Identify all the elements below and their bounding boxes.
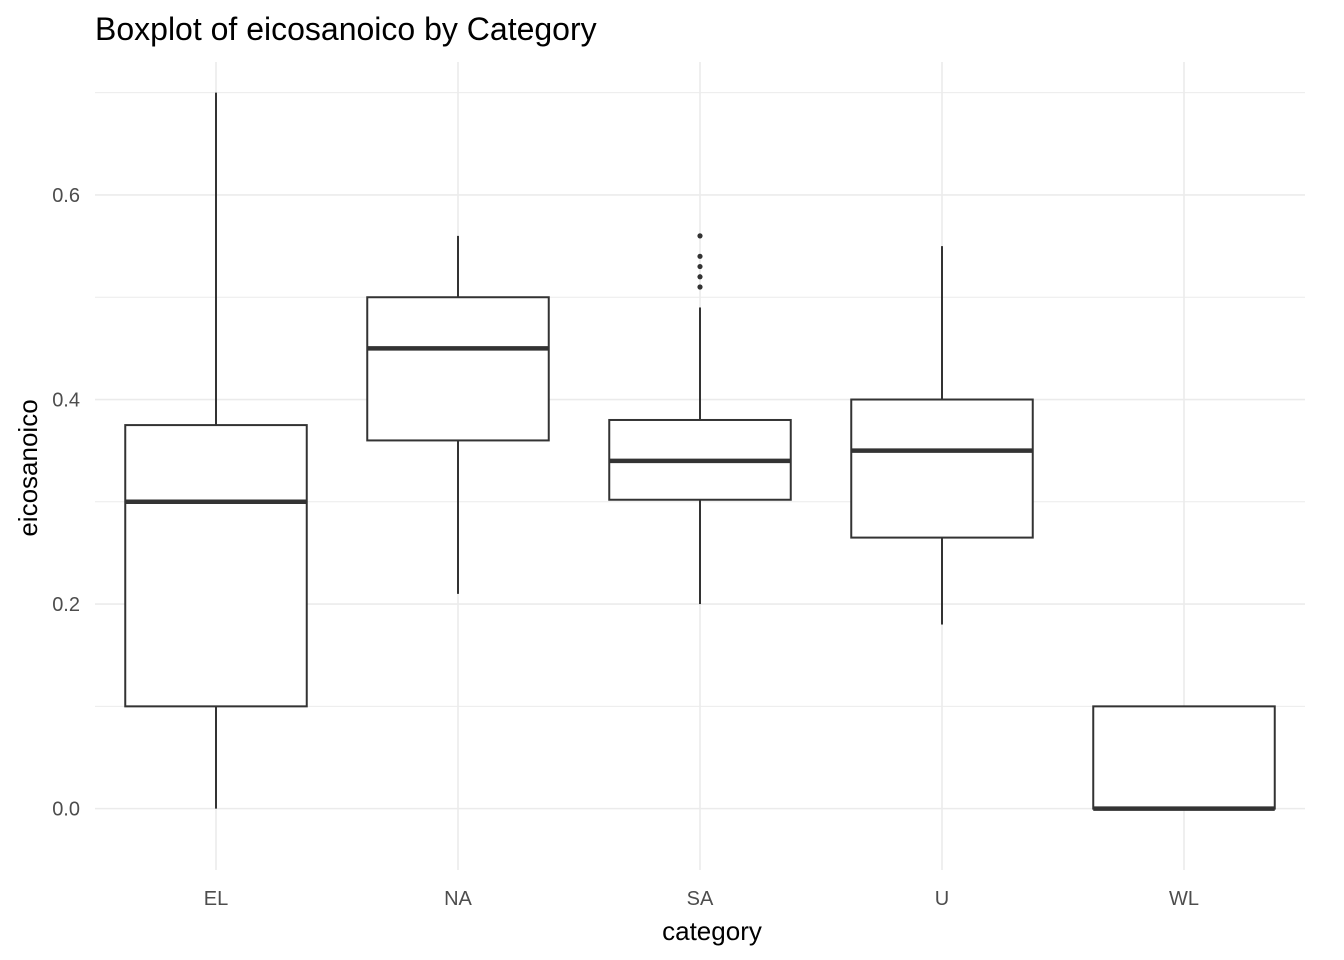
x-tick-label: EL [204, 888, 228, 910]
outlier-point [697, 253, 703, 259]
x-axis-tick-labels: EL NA SA U WL [204, 888, 1199, 910]
box-group-wl [1092, 705, 1276, 811]
y-tick-label: 0.6 [52, 185, 80, 207]
box-group-el [124, 92, 308, 809]
outlier-point [697, 263, 703, 270]
box-iqr [850, 398, 1034, 539]
box-iqr [366, 296, 550, 442]
y-axis-title: eicosanoico [13, 399, 43, 536]
outlier-point [697, 284, 703, 290]
x-tick-label: U [935, 888, 949, 910]
box-group-u [850, 246, 1034, 625]
box-group-na [366, 235, 550, 594]
outlier-point [697, 233, 703, 239]
chart-title: Boxplot of eicosanoico by Category [95, 11, 597, 47]
x-axis-title: category [662, 916, 762, 946]
box-iqr [124, 424, 308, 708]
y-axis-tick-labels: 0.0 0.2 0.4 0.6 [52, 185, 80, 821]
x-tick-label: SA [687, 888, 714, 910]
y-tick-label: 0.4 [52, 390, 80, 412]
outlier-point [697, 274, 703, 280]
box-group-sa [608, 233, 792, 605]
y-tick-label: 0.0 [52, 799, 80, 821]
x-tick-label: WL [1169, 888, 1199, 910]
x-tick-label: NA [444, 888, 472, 910]
y-tick-label: 0.2 [52, 594, 80, 616]
boxplot-series [124, 92, 1276, 811]
box-iqr [1092, 705, 1276, 810]
